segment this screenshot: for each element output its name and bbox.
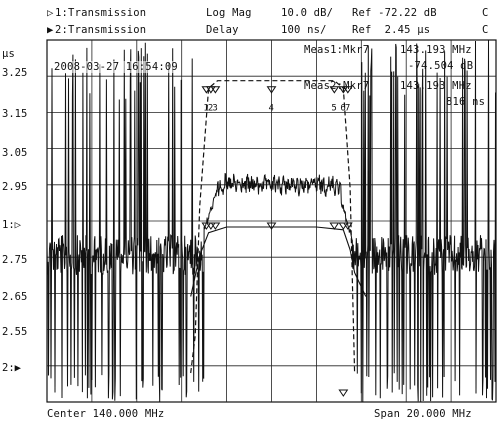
unit-label: µs [2, 48, 16, 60]
trace-2-delay [190, 80, 356, 374]
meas1-label: Meas1:Mkr7 [304, 44, 370, 56]
marker-label: 3 [212, 104, 217, 114]
trace1-flag: C [482, 7, 489, 19]
marker-label: 7 [345, 104, 350, 114]
meas1-value: -74.504 dB [408, 60, 474, 72]
meas1-freq: 143.193 MHz [400, 44, 472, 56]
logmag-marker-7 [342, 222, 353, 230]
timestamp: 2008-03-27 16:54:09 [54, 61, 178, 73]
marker-label: 6 [340, 104, 345, 114]
delay-marker-4 [266, 86, 277, 94]
trace1-label[interactable]: 1:Transmission [55, 7, 147, 19]
trace2-flag: C [482, 24, 489, 36]
logmag-marker-3 [210, 222, 221, 230]
y-tick-label: 3.05 [2, 147, 28, 159]
delay-marker-5 [329, 86, 340, 94]
span-frequency: Span 20.000 MHz [374, 408, 472, 420]
meas2-label: Meas2:Mkr7 [304, 80, 370, 92]
trace2-ref: Ref 2.45 µs [352, 24, 431, 36]
bottom-marker [338, 389, 349, 397]
marker-label: 1 [203, 104, 208, 114]
marker-label: 5 [331, 104, 336, 114]
logmag-marker-5 [329, 222, 340, 230]
logmag-marker-4 [266, 222, 277, 230]
trace1-marker: ▷ [47, 7, 54, 19]
center-frequency: Center 140.000 MHz [47, 408, 165, 420]
trace-1-noise [46, 40, 497, 402]
marker-label: 4 [269, 104, 274, 114]
y-tick-label: 3.15 [2, 108, 28, 120]
delay-marker-7 [342, 86, 353, 94]
reference-marker-2: 2:▶ [2, 362, 21, 374]
meas2-value: 816 ns [446, 96, 486, 108]
reference-marker-1: 1:▷ [2, 219, 21, 231]
trace2-label[interactable]: 2:Transmission [55, 24, 147, 36]
trace2-scale: 100 ns/ [281, 24, 327, 36]
trace2-format: Delay [206, 24, 239, 36]
trace-1-passband [190, 226, 367, 297]
trace1-format: Log Mag [206, 7, 252, 19]
trace2-marker: ▶ [47, 24, 54, 36]
marker-label: 2 [208, 104, 213, 114]
delay-marker-3 [210, 86, 221, 94]
y-tick-label: 3.25 [2, 67, 28, 79]
y-tick-label: 2.55 [2, 326, 28, 338]
y-tick-label: 2.65 [2, 291, 28, 303]
y-tick-label: 2.75 [2, 254, 28, 266]
y-tick-label: 2.95 [2, 181, 28, 193]
meas2-freq: 143.193 MHz [400, 80, 472, 92]
trace1-scale: 10.0 dB/ [281, 7, 334, 19]
trace1-ref: Ref -72.22 dB [352, 7, 437, 19]
